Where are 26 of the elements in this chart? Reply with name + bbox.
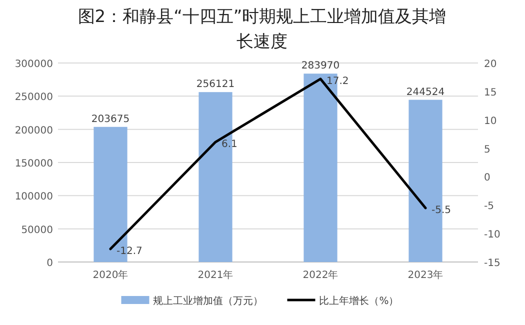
- y-tick-label: 250000: [14, 92, 53, 104]
- data-label: 203675: [91, 114, 130, 125]
- y-tick-label: 0: [46, 258, 53, 269]
- data-label: 283970: [301, 60, 340, 72]
- y2-tick-label: -15: [484, 258, 500, 269]
- title: 图2：和静县“十四五”时期规上工业增加值及其增长速度: [78, 7, 446, 52]
- x-tick-label: 2022年: [302, 269, 338, 281]
- y2-tick-label: 15: [484, 87, 497, 98]
- data-label: 256121: [196, 79, 235, 90]
- x-tick-label: 2021年: [198, 269, 234, 281]
- y2-tick-label: 20: [484, 59, 497, 70]
- y2-tick-label: -10: [484, 230, 500, 241]
- y-tick-label: 150000: [14, 158, 53, 170]
- y-tick-label: 50000: [21, 224, 53, 236]
- data-label: 244524: [406, 86, 445, 98]
- y-tick-label: 200000: [14, 125, 53, 136]
- legend-label: 规上工业增加值（万元）: [153, 295, 264, 307]
- y2-tick-label: -5: [484, 201, 494, 212]
- x-tick-label: 2020年: [92, 269, 128, 281]
- y2-tick-label: 0: [484, 172, 490, 184]
- x-tick-label: 2023年: [408, 269, 444, 281]
- y-tick-label: 300000: [14, 59, 53, 70]
- legend-label: 比上年增长（%）: [319, 295, 399, 307]
- y2-tick-label: 5: [484, 144, 490, 156]
- y2-tick-label: 10: [484, 116, 497, 127]
- y-tick-label: 100000: [14, 192, 53, 203]
